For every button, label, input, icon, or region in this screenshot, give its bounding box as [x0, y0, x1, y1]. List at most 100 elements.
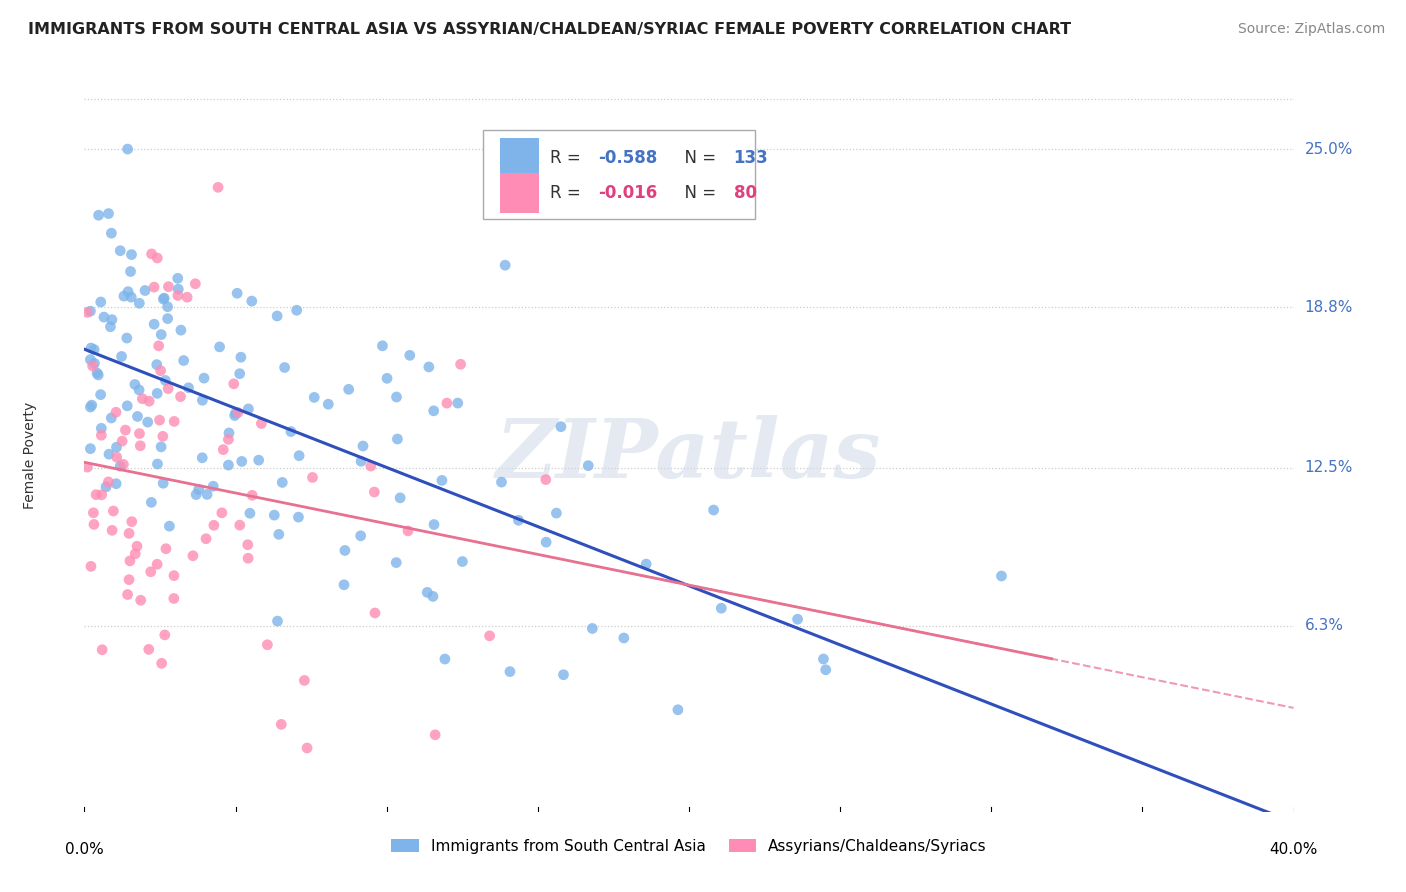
Point [110, 459, 132, 474]
Point [167, 288, 190, 302]
Point [316, 397, 339, 411]
Text: 133: 133 [734, 150, 769, 168]
Point [124, 377, 146, 392]
Point [157, 519, 180, 533]
Point [90, 488, 112, 502]
Point [105, 450, 128, 465]
Point [333, 578, 356, 592]
Point [79, 442, 101, 456]
Point [350, 529, 373, 543]
Point [226, 405, 249, 419]
Text: 40.0%: 40.0% [1270, 842, 1317, 857]
Point [150, 327, 173, 342]
Text: R =: R = [550, 184, 586, 202]
Text: N =: N = [675, 150, 721, 168]
Point [90, 295, 112, 310]
Point [176, 290, 198, 304]
Point [337, 382, 360, 396]
Point [195, 532, 218, 546]
Point [217, 458, 239, 472]
Text: 12.5%: 12.5% [1305, 460, 1353, 475]
Point [156, 300, 179, 314]
Point [208, 340, 231, 354]
Point [301, 470, 323, 484]
Point [117, 142, 139, 156]
Point [422, 404, 444, 418]
Point [266, 614, 288, 628]
Point [157, 279, 180, 293]
Point [225, 406, 247, 420]
Point [152, 476, 174, 491]
Point [167, 282, 190, 296]
Point [156, 311, 179, 326]
Point [229, 518, 252, 533]
Point [134, 284, 156, 298]
Point [138, 394, 160, 409]
Point [228, 367, 250, 381]
Point [139, 565, 162, 579]
Point [103, 504, 125, 518]
FancyBboxPatch shape [484, 130, 755, 219]
Point [387, 432, 409, 446]
Point [152, 292, 174, 306]
Point [256, 638, 278, 652]
Point [101, 524, 124, 538]
Point [202, 518, 225, 533]
Point [80, 559, 103, 574]
Point [112, 289, 135, 303]
Text: ZIPatlas: ZIPatlas [496, 415, 882, 495]
Point [86, 366, 108, 380]
Point [173, 353, 195, 368]
Point [231, 454, 253, 468]
Point [389, 491, 412, 505]
Point [146, 558, 169, 572]
Point [90, 421, 112, 435]
Point [112, 458, 135, 472]
Point [100, 411, 122, 425]
Point [143, 317, 166, 331]
Point [121, 247, 143, 261]
Point [115, 399, 138, 413]
Point [814, 663, 837, 677]
Point [423, 517, 446, 532]
Point [250, 417, 273, 431]
Point [76, 460, 98, 475]
Point [84, 488, 107, 502]
Point [333, 543, 356, 558]
Point [187, 483, 209, 497]
Point [166, 271, 188, 285]
Point [436, 396, 458, 410]
Point [82, 506, 104, 520]
Point [550, 419, 572, 434]
Point [267, 527, 290, 541]
Point [375, 371, 398, 385]
Text: IMMIGRANTS FROM SOUTH CENTRAL ASIA VS ASSYRIAN/CHALDEAN/SYRIAC FEMALE POVERTY CO: IMMIGRANTS FROM SOUTH CENTRAL ASIA VS AS… [28, 22, 1071, 37]
Point [202, 479, 225, 493]
Point [146, 386, 169, 401]
Point [191, 393, 214, 408]
Point [97, 206, 120, 220]
Point [229, 350, 252, 364]
Point [288, 449, 311, 463]
Point [82, 359, 104, 373]
Point [163, 414, 186, 428]
Point [240, 488, 263, 502]
Point [416, 585, 439, 599]
Point [153, 291, 176, 305]
Text: N =: N = [675, 184, 721, 202]
FancyBboxPatch shape [501, 138, 538, 178]
Point [155, 374, 177, 388]
Point [100, 319, 122, 334]
Point [425, 728, 447, 742]
Point [247, 453, 270, 467]
Point [385, 390, 408, 404]
Text: 25.0%: 25.0% [1305, 142, 1353, 157]
Point [110, 244, 132, 258]
Point [117, 588, 139, 602]
Point [79, 400, 101, 414]
Point [350, 454, 373, 468]
Point [211, 506, 233, 520]
Point [148, 413, 170, 427]
Point [121, 515, 143, 529]
Point [292, 673, 315, 688]
